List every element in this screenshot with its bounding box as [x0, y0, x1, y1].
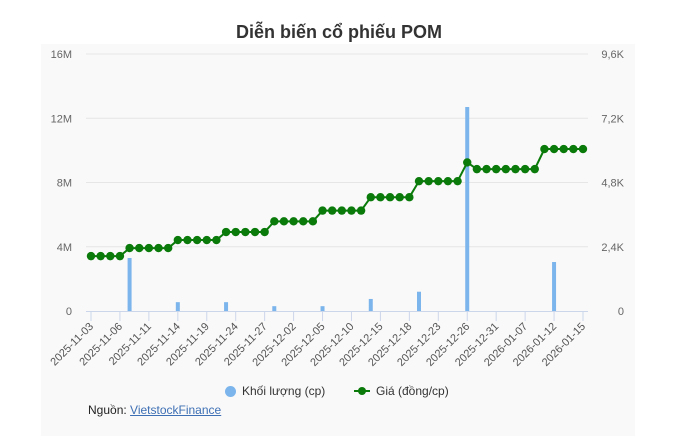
volume-bar[interactable] [320, 306, 325, 311]
price-point[interactable] [279, 217, 289, 226]
left-axis-tick: 8M [57, 178, 72, 190]
price-point[interactable] [212, 235, 221, 245]
price-point[interactable] [260, 227, 269, 237]
volume-bar[interactable] [224, 302, 229, 311]
source-prefix: Nguồn: [88, 403, 127, 417]
price-point[interactable] [183, 235, 192, 245]
price-point[interactable] [424, 176, 433, 186]
price-point[interactable] [443, 176, 453, 186]
price-point[interactable] [106, 251, 115, 261]
legend-volume-label: Khối lượng (cp) [242, 384, 326, 398]
price-point[interactable] [125, 243, 134, 253]
price-point[interactable] [511, 164, 520, 174]
price-point[interactable] [173, 235, 183, 245]
price-point[interactable] [366, 193, 375, 202]
price-point[interactable] [501, 164, 511, 174]
price-point[interactable] [356, 206, 366, 215]
source-note: Nguồn: VietstockFinance [88, 403, 221, 417]
price-point[interactable] [135, 243, 144, 253]
price-point[interactable] [453, 176, 462, 186]
price-point[interactable] [540, 144, 549, 154]
legend-item-volume[interactable]: Khối lượng (cp) [225, 384, 325, 398]
left-axis-tick: 4M [57, 242, 72, 254]
legend-item-price[interactable]: Giá (đồng/cp) [354, 384, 449, 398]
source-link[interactable]: VietstockFinance [130, 403, 222, 417]
price-point[interactable] [569, 144, 578, 154]
price-point[interactable] [250, 227, 260, 237]
price-point[interactable] [327, 206, 337, 215]
price-legend-line-icon [354, 386, 370, 396]
price-point[interactable] [395, 193, 404, 202]
price-point[interactable] [241, 227, 250, 237]
price-point[interactable] [385, 193, 395, 202]
price-line [91, 148, 583, 258]
volume-bar[interactable] [417, 291, 421, 311]
price-point[interactable] [202, 235, 211, 245]
right-axis-tick: 7,2K [601, 113, 624, 125]
price-point[interactable] [463, 158, 472, 167]
price-point[interactable] [318, 206, 327, 215]
legend-price-label: Giá (đồng/cp) [376, 384, 449, 398]
volume-bar[interactable] [552, 262, 557, 311]
right-axis-tick: 2,4K [601, 242, 624, 254]
volume-bar[interactable] [465, 107, 470, 311]
price-point[interactable] [414, 176, 424, 186]
price-point[interactable] [405, 193, 414, 202]
price-point[interactable] [86, 251, 96, 261]
volume-legend-dot-icon [225, 385, 236, 397]
price-point[interactable] [559, 144, 568, 154]
price-point[interactable] [578, 144, 588, 154]
chart-title: Diễn biến cổ phiếu POM [235, 22, 442, 42]
price-point[interactable] [299, 217, 308, 226]
price-point[interactable] [472, 164, 482, 174]
right-axis-tick: 0 [618, 306, 624, 318]
price-point[interactable] [115, 251, 125, 261]
price-point[interactable] [154, 243, 163, 253]
price-point[interactable] [434, 176, 443, 186]
price-point[interactable] [163, 243, 173, 253]
volume-bar[interactable] [127, 257, 132, 311]
price-point[interactable] [221, 227, 231, 237]
price-point[interactable] [231, 227, 240, 237]
volume-bar[interactable] [272, 306, 277, 311]
price-point[interactable] [549, 144, 559, 154]
right-axis-tick: 9,6K [601, 49, 624, 61]
left-axis-tick: 16M [51, 49, 72, 61]
price-point[interactable] [144, 243, 154, 253]
right-axis-tick: 4,8K [601, 178, 624, 190]
left-axis-tick: 0 [66, 306, 72, 318]
price-point[interactable] [376, 193, 385, 202]
price-point[interactable] [530, 164, 539, 174]
price-point[interactable] [270, 217, 279, 226]
left-axis-tick: 12M [51, 113, 72, 125]
volume-bar[interactable] [368, 298, 373, 311]
price-point[interactable] [289, 217, 298, 226]
price-point[interactable] [520, 164, 530, 174]
chart-panel [41, 44, 635, 436]
price-point[interactable] [347, 206, 356, 215]
price-point[interactable] [308, 217, 318, 226]
volume-bar[interactable] [175, 302, 180, 311]
price-point[interactable] [482, 164, 491, 174]
price-point[interactable] [192, 235, 202, 245]
price-point[interactable] [491, 164, 501, 174]
price-point[interactable] [96, 251, 105, 261]
price-point[interactable] [337, 206, 347, 215]
